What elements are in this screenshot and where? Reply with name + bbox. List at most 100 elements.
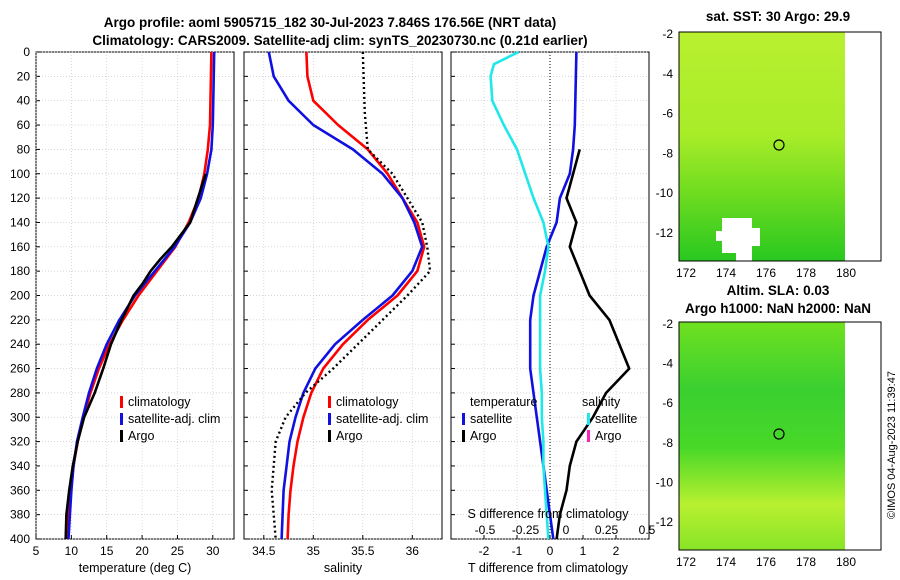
depth-tick-label: 280 <box>10 386 30 400</box>
legend-label-climatology: climatology <box>336 395 399 409</box>
depth-tick-label: 240 <box>10 337 30 351</box>
map-y-tick-label: -10 <box>656 475 674 489</box>
legend-label-argo: Argo <box>128 429 154 443</box>
map-x-tick-label: 174 <box>716 266 736 280</box>
sst-map-title: sat. SST: 30 Argo: 29.9 <box>706 9 850 24</box>
series-temperature-argo <box>555 149 631 540</box>
sst-missing-data-patch <box>716 218 760 261</box>
legend-label-satellite: satellite-adj. clim <box>128 412 220 426</box>
sla-map <box>678 321 882 551</box>
depth-tick-label: 100 <box>10 167 30 181</box>
depth-tick-label: 140 <box>10 215 30 229</box>
legend-swatch-climatology <box>120 396 123 408</box>
legend-swatch-argo <box>120 430 123 442</box>
map-y-tick-label: -10 <box>656 186 674 200</box>
x-tick-label: 10 <box>65 544 79 558</box>
s-tick-label: 0.5 <box>639 523 656 537</box>
series-salinity-satellite <box>489 50 550 540</box>
salinity-plot: 34.5 35 35.5 36 <box>252 51 432 558</box>
sst-map-frame <box>678 31 882 262</box>
legend-head-temperature: temperature <box>470 395 537 409</box>
depth-tick-label: 340 <box>10 459 30 473</box>
x-tick-label: 0 <box>547 544 554 558</box>
map-y-tick-label: -2 <box>662 27 673 41</box>
s-tick-label: -0.5 <box>475 523 496 537</box>
legend-label-t-argo: Argo <box>470 429 496 443</box>
map-y-tick-label: -12 <box>656 226 674 240</box>
difference-legend: temperature satellite Argo salinity sate… <box>462 395 637 443</box>
legend-swatch-climatology <box>328 396 331 408</box>
legend-swatch-argo <box>328 430 331 442</box>
map-x-tick-label: 172 <box>676 555 696 569</box>
s-tick-label: 0 <box>563 523 570 537</box>
depth-tick-label: 400 <box>10 532 30 546</box>
series-climatology <box>286 51 426 540</box>
s-tick-label: 0.25 <box>595 523 619 537</box>
depth-tick-label: 180 <box>10 264 30 278</box>
depth-tick-label: 0 <box>23 45 30 59</box>
salinity-legend: climatology satellite-adj. clim Argo <box>328 395 428 443</box>
temperature-xlabel: temperature (deg C) <box>79 561 192 575</box>
map-y-tick-label: -8 <box>662 146 673 160</box>
map-y-tick-label: -4 <box>662 67 673 81</box>
sst-map-axes: 172 174 176 178 180 -2 -4 -6 -8 -10 -12 <box>656 27 857 280</box>
x-tick-label: -1 <box>512 544 523 558</box>
map-x-tick-label: 174 <box>716 555 736 569</box>
legend-label-t-satellite: satellite <box>470 412 512 426</box>
legend-label-argo: Argo <box>336 429 362 443</box>
argo-location-marker <box>773 428 785 440</box>
x-tick-label: 2 <box>613 544 620 558</box>
sst-map <box>678 31 882 262</box>
map-x-tick-label: 178 <box>796 266 816 280</box>
depth-tick-label: 80 <box>17 142 31 156</box>
sla-map-title-line1: Altim. SLA: 0.03 <box>727 283 830 298</box>
argo-location-marker <box>773 139 785 151</box>
sla-land-gap <box>845 322 881 550</box>
depth-tick-label: 20 <box>17 69 31 83</box>
map-y-tick-label: -6 <box>662 396 673 410</box>
difference-plot: -2 -1 0 1 2-0.5 -0.25 0 0.25 0.5 <box>475 50 656 558</box>
legend-label-s-satellite: satellite <box>595 412 637 426</box>
temperature-plot: 5 10 15 20 25 30 <box>33 51 220 558</box>
series-argo <box>64 173 207 540</box>
depth-tick-label: 320 <box>10 435 30 449</box>
x-tick-label: 34.5 <box>252 544 276 558</box>
grid-layer <box>36 51 649 540</box>
depth-tick-label: 220 <box>10 313 30 327</box>
sla-map-axes: 172 174 176 178 180 -2 -4 -6 -8 -10 -12 <box>656 317 857 569</box>
depth-tick-label: 360 <box>10 483 30 497</box>
sst-field <box>679 32 845 261</box>
map-x-tick-label: 180 <box>836 266 856 280</box>
x-tick-label: -2 <box>479 544 490 558</box>
x-tick-label: 30 <box>206 544 220 558</box>
x-tick-label: 35.5 <box>351 544 375 558</box>
legend-swatch-t-satellite <box>462 413 465 425</box>
depth-tick-label: 160 <box>10 240 30 254</box>
x-tick-label: 25 <box>171 544 185 558</box>
difference-xlabel: T difference from climatology <box>468 561 629 575</box>
legend-label-satellite: satellite-adj. clim <box>336 412 428 426</box>
legend-swatch-satellite <box>328 413 331 425</box>
map-y-tick-label: -4 <box>662 357 673 371</box>
map-x-tick-label: 180 <box>836 555 856 569</box>
legend-label-s-argo: Argo <box>595 429 621 443</box>
sst-land-gap <box>845 32 881 261</box>
imos-timestamp: ©IMOS 04-Aug-2023 11:39:47 <box>886 371 898 519</box>
sla-field <box>679 322 845 550</box>
sla-map-title-line2: Argo h1000: NaN h2000: NaN <box>685 301 871 316</box>
depth-tick-label: 260 <box>10 362 30 376</box>
depth-tick-label: 200 <box>10 289 30 303</box>
depth-tick-label: 300 <box>10 410 30 424</box>
legend-swatch-s-argo <box>587 430 590 442</box>
s-difference-xlabel: S difference from climatology <box>468 507 630 521</box>
series-satellite-adj-clim <box>267 51 424 540</box>
depth-tick-label: 40 <box>17 94 31 108</box>
map-y-tick-label: -2 <box>662 317 673 331</box>
x-tick-label: 36 <box>406 544 420 558</box>
map-y-tick-label: -12 <box>656 515 674 529</box>
x-tick-label: 20 <box>135 544 149 558</box>
sla-map-frame <box>678 321 882 551</box>
map-x-tick-label: 176 <box>756 266 776 280</box>
depth-axis: 0 20 40 60 80 100 120 140 160 180 200 220 240 260 280 3… <box>10 45 30 546</box>
x-tick-label: 1 <box>580 544 587 558</box>
